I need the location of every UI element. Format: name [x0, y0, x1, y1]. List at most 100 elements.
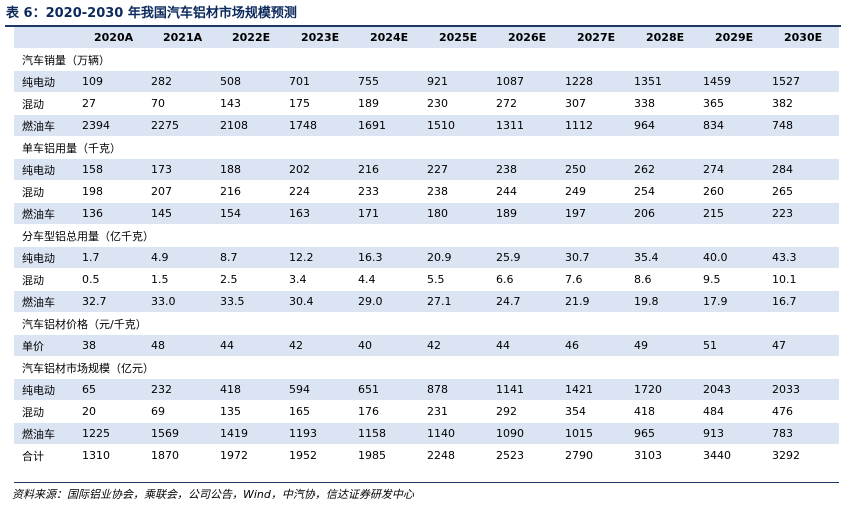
section-row: 分车型铝总用量（亿千克）: [14, 224, 839, 247]
row-label: 合计: [14, 444, 74, 467]
section-label: 汽车铝材价格（元/千克）: [14, 312, 839, 335]
table-cell: 418: [626, 400, 695, 423]
table-cell: 230: [419, 92, 488, 115]
table-cell: 154: [212, 202, 281, 225]
header-year: 2029E: [695, 27, 764, 49]
table-cell: 1140: [419, 422, 488, 445]
table-cell: 755: [350, 70, 419, 93]
row-label: 纯电动: [14, 70, 74, 93]
header-year: 2030E: [764, 27, 839, 49]
row-label: 混动: [14, 268, 74, 291]
table-cell: 238: [488, 158, 557, 181]
table-cell: 70: [143, 92, 212, 115]
table-cell: 5.5: [419, 268, 488, 291]
row-label: 混动: [14, 400, 74, 423]
section-row: 汽车铝材价格（元/千克）: [14, 312, 839, 335]
table-cell: 272: [488, 92, 557, 115]
table-cell: 913: [695, 422, 764, 445]
table-cell: 69: [143, 400, 212, 423]
header-year: 2021A: [143, 27, 212, 49]
table-row: 纯电动 158 173 188 202 216 227 238 250 262 274 284: [14, 158, 839, 181]
table-cell: 292: [488, 400, 557, 423]
row-label: 纯电动: [14, 246, 74, 269]
section-label: 分车型铝总用量（亿千克）: [14, 224, 839, 247]
table-row: 燃油车 2394 2275 2108 1748 1691 1510 1311 1112 964 83…: [14, 114, 839, 137]
title-rule: [5, 25, 841, 27]
table-cell: 1691: [350, 114, 419, 137]
table-cell: 2523: [488, 444, 557, 467]
table-cell: 0.5: [74, 268, 143, 291]
table-row: 纯电动 109 282 508 701 755 921 1087 1228 1351 1459 152…: [14, 70, 839, 93]
section-label: 汽车铝材市场规模（亿元）: [14, 356, 839, 379]
table-cell: 42: [281, 334, 350, 357]
table-row: 混动 20 69 135 165 176 231 292 354 418 484 476: [14, 400, 839, 423]
table-cell: 1090: [488, 422, 557, 445]
table-cell: 484: [695, 400, 764, 423]
table-cell: 12.2: [281, 246, 350, 269]
table-cell: 19.8: [626, 290, 695, 313]
table-cell: 198: [74, 180, 143, 203]
table-cell: 189: [488, 202, 557, 225]
table-cell: 189: [350, 92, 419, 115]
table-cell: 202: [281, 158, 350, 181]
table-row: 燃油车 1225 1569 1419 1193 1158 1140 1090 1015 965 91…: [14, 422, 839, 445]
table-cell: 27.1: [419, 290, 488, 313]
table-cell: 33.0: [143, 290, 212, 313]
table-cell: 2108: [212, 114, 281, 137]
table-cell: 165: [281, 400, 350, 423]
table-row: 单价 38 48 44 42 40 42 44 46 49 51 47: [14, 334, 839, 357]
table-row: 纯电动 65 232 418 594 651 878 1141 1421 1720 2043 2033: [14, 378, 839, 401]
table-cell: 1720: [626, 378, 695, 401]
table-cell: 40.0: [695, 246, 764, 269]
table-cell: 20: [74, 400, 143, 423]
header-row: 2020A 2021A 2022E 2023E 2024E 2025E 2026E 2027E…: [14, 27, 839, 49]
table-cell: 2033: [764, 378, 839, 401]
table-cell: 238: [419, 180, 488, 203]
table-cell: 3103: [626, 444, 695, 467]
table-cell: 188: [212, 158, 281, 181]
table-cell: 27: [74, 92, 143, 115]
table-cell: 7.6: [557, 268, 626, 291]
table-cell: 1952: [281, 444, 350, 467]
table-cell: 834: [695, 114, 764, 137]
table-cell: 508: [212, 70, 281, 93]
table-row: 混动 27 70 143 175 189 230 272 307 338 365 382: [14, 92, 839, 115]
table-cell: 207: [143, 180, 212, 203]
table-cell: 4.9: [143, 246, 212, 269]
header-year: 2027E: [557, 27, 626, 49]
table-cell: 9.5: [695, 268, 764, 291]
header-corner: [14, 27, 74, 49]
section-label: 单车铝用量（千克）: [14, 136, 839, 159]
table-cell: 40: [350, 334, 419, 357]
table-cell: 49: [626, 334, 695, 357]
table-cell: 1193: [281, 422, 350, 445]
table-cell: 3.4: [281, 268, 350, 291]
table-cell: 1459: [695, 70, 764, 93]
table-cell: 16.3: [350, 246, 419, 269]
table-cell: 38: [74, 334, 143, 357]
table-cell: 163: [281, 202, 350, 225]
table-cell: 1972: [212, 444, 281, 467]
table-cell: 109: [74, 70, 143, 93]
table-cell: 1015: [557, 422, 626, 445]
table-cell: 21.9: [557, 290, 626, 313]
table-cell: 1421: [557, 378, 626, 401]
table-cell: 8.7: [212, 246, 281, 269]
header-year: 2023E: [281, 27, 350, 49]
table-cell: 173: [143, 158, 212, 181]
table-cell: 365: [695, 92, 764, 115]
table-cell: 783: [764, 422, 839, 445]
table-cell: 2248: [419, 444, 488, 467]
table-cell: 254: [626, 180, 695, 203]
row-label: 纯电动: [14, 378, 74, 401]
table-cell: 354: [557, 400, 626, 423]
section-row: 汽车铝材市场规模（亿元）: [14, 356, 839, 379]
table-cell: 175: [281, 92, 350, 115]
table-cell: 748: [764, 114, 839, 137]
table-cell: 1112: [557, 114, 626, 137]
table-cell: 1748: [281, 114, 350, 137]
table-row: 混动 198 207 216 224 233 238 244 249 254 260 265: [14, 180, 839, 203]
table-cell: 145: [143, 202, 212, 225]
table-cell: 51: [695, 334, 764, 357]
header-year: 2020A: [74, 27, 143, 49]
